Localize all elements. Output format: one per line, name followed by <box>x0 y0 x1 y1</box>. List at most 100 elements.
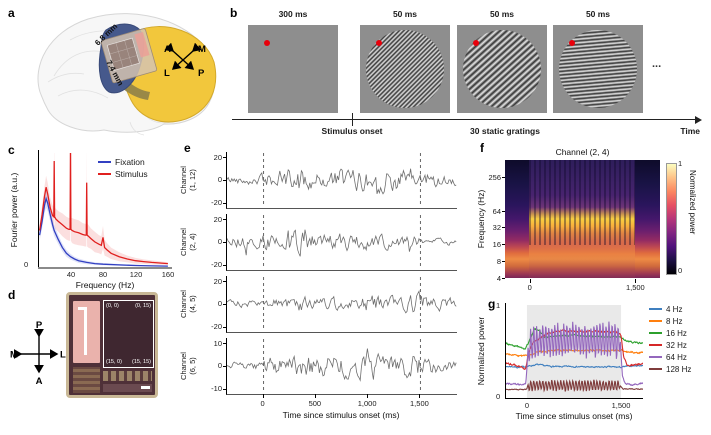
e-ytick-mark <box>223 219 226 220</box>
e-ytick-mark <box>223 242 226 243</box>
svg-text:L: L <box>164 68 170 79</box>
frame-duration: 50 ms <box>585 9 611 19</box>
f-ytick-mark <box>502 278 505 279</box>
g-series-64Hz <box>505 321 643 387</box>
svg-text:A: A <box>164 44 171 55</box>
c-left-spine <box>38 150 39 267</box>
timeline-onset-tick <box>352 113 354 126</box>
e-trace-svg <box>226 153 457 207</box>
voltage-trace <box>226 348 457 382</box>
stimulus-label: Stimulus <box>115 169 148 179</box>
compass-a: A M L P <box>164 42 206 79</box>
e-ytick-mark <box>223 180 226 181</box>
stimulus-band <box>39 153 168 265</box>
e-subplot <box>226 338 457 395</box>
timeline-gratings-label: 30 static gratings <box>470 126 540 136</box>
f-ytick-mark <box>502 261 505 263</box>
fixation-dot <box>569 40 575 46</box>
chip-photo: (0, 0) (0, 15) (15, 0) (15, 15) <box>66 292 158 398</box>
svg-text:A: A <box>36 376 43 386</box>
g-ytick-0: 0 <box>496 392 501 401</box>
colorbar-label: Normalized power <box>688 170 697 235</box>
g-series-16Hz <box>505 327 643 350</box>
e-channel-label-text: Channel (1, 12) <box>179 166 197 194</box>
e-channel-label-text: Channel (6, 5) <box>179 352 197 380</box>
corner-15-15: (15, 15) <box>132 359 151 365</box>
chip-circuitry-strip2 <box>103 384 152 392</box>
stimulus-swatch <box>98 173 111 175</box>
panel-b-label: b <box>230 6 238 20</box>
c-bottom-spine <box>38 267 172 269</box>
timeline-arrowhead <box>695 115 702 124</box>
stimulus-frame-grating <box>360 25 450 113</box>
g-xtick-1500: 1,500 <box>611 401 631 410</box>
e-ytick: 20 <box>213 153 222 162</box>
corner-0-0: (0, 0) <box>106 303 119 309</box>
e-ytick-mark <box>223 366 226 367</box>
chip-pink-pad <box>73 301 100 363</box>
c-legend-item: Stimulus <box>98 168 148 180</box>
c-ylabel: Fourier power (a.u.) <box>9 172 19 248</box>
f-ytick: 8 <box>496 257 501 267</box>
panel-d-label: d <box>8 288 16 302</box>
spectrogram-stimulus-band <box>529 160 635 278</box>
g-legend-item: 8 Hz <box>649 315 691 327</box>
e-ytick-mark <box>223 203 226 204</box>
g-series-128Hz <box>505 378 643 393</box>
legend-label: 128 Hz <box>666 364 692 374</box>
g-legend-item: 32 Hz <box>649 339 691 351</box>
c-xtick: 80 <box>98 270 108 279</box>
fixation-dot <box>376 40 382 46</box>
frame-duration: 50 ms <box>392 9 418 19</box>
e-xtick-mark <box>314 394 316 398</box>
e-channel-label-text: Channel (2, 4) <box>179 228 197 256</box>
e-ytick: 0 <box>217 175 222 184</box>
e-xlabel: Time since stimulus onset (ms) <box>282 410 400 420</box>
c-legend-item: Fixation <box>98 156 148 168</box>
e-xtick: 0 <box>260 399 265 408</box>
c-plot-svg <box>38 153 168 267</box>
chip-pad-mark <box>78 307 87 310</box>
e-ytick-mark <box>223 327 226 328</box>
f-ytick: 256 <box>488 172 501 182</box>
timeline-axis <box>232 119 696 121</box>
compass-d: P A M L <box>10 320 66 386</box>
fixation-label: Fixation <box>115 157 145 167</box>
e-ytick-mark <box>223 265 226 266</box>
f-ytick: 64 <box>492 206 501 216</box>
e-xtick: 1,500 <box>410 399 429 408</box>
brain-illustration: 6.8 mm 7.4 mm A M L P <box>37 13 217 136</box>
svg-text:M: M <box>10 350 18 361</box>
e-subplot <box>226 276 457 333</box>
g-left-spine <box>505 303 506 398</box>
f-xtick: 0 <box>527 283 532 292</box>
panel-g-label: g <box>488 297 496 311</box>
c-ytick: 0 <box>24 260 29 269</box>
e-ytick-mark <box>223 157 226 158</box>
e-ytick: 20 <box>213 215 222 224</box>
colorbar-min: 0 <box>678 266 683 275</box>
stimulus-frame-blank <box>248 25 338 113</box>
e-ytick: 20 <box>213 277 222 286</box>
svg-text:L: L <box>60 350 66 361</box>
chip-circuitry-strip <box>103 371 152 381</box>
e-xtick-mark <box>262 394 264 398</box>
legend-swatch <box>649 308 662 310</box>
svg-text:P: P <box>198 68 205 79</box>
e-subplot <box>226 214 457 271</box>
e-xtick-mark <box>367 394 369 398</box>
g-legend-item: 4 Hz <box>649 303 691 315</box>
e-ytick-mark <box>223 343 226 344</box>
c-xtick: 160 <box>161 270 175 279</box>
g-series-4Hz <box>505 363 643 369</box>
e-subplot <box>226 152 457 209</box>
e-ytick: 0 <box>217 237 222 246</box>
f-ytick-mark <box>502 210 505 212</box>
e-ytick: 10 <box>213 339 222 348</box>
chip-circuitry-left <box>73 367 100 393</box>
spectrogram <box>505 160 660 278</box>
f-ytick: 16 <box>492 240 501 250</box>
g-legend-item: 64 Hz <box>649 351 691 363</box>
svg-text:M: M <box>198 44 206 55</box>
e-channel-label-text: Channel (4, 5) <box>179 290 197 318</box>
